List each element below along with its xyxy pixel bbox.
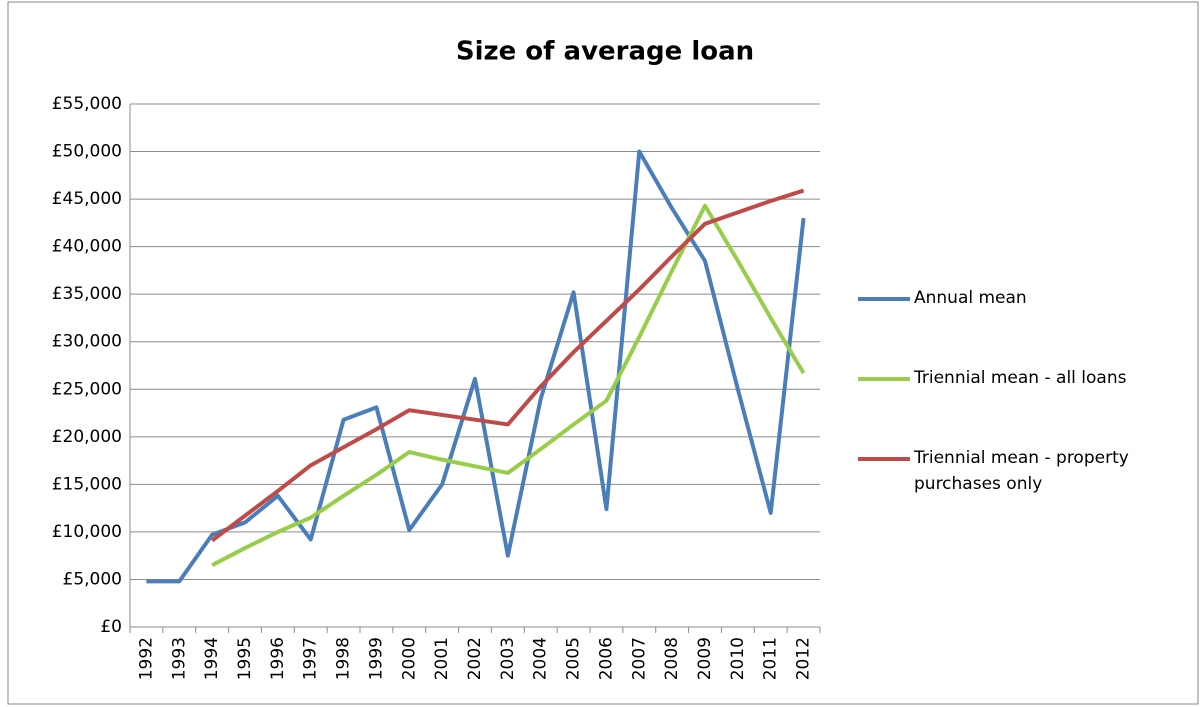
y-tick-label: £20,000 <box>52 427 122 447</box>
y-tick-label: £50,000 <box>52 142 122 162</box>
x-tick-label: 2000 <box>399 637 419 680</box>
legend-swatch <box>858 457 910 461</box>
chart-title: Size of average loan <box>456 37 754 67</box>
legend-swatch <box>858 377 910 381</box>
x-tick-label: 2002 <box>465 637 485 680</box>
legend-label: Annual mean <box>914 288 1027 308</box>
series-line <box>211 203 806 567</box>
y-tick-label: £10,000 <box>52 522 122 542</box>
x-tick-label: 1998 <box>334 637 354 680</box>
x-tick-label: 2006 <box>596 637 616 680</box>
x-tick-label: 1996 <box>268 637 288 680</box>
y-tick-label: £35,000 <box>52 284 122 304</box>
y-tick-label: £5,000 <box>63 569 122 589</box>
x-tick-label: 1992 <box>136 637 156 680</box>
legend-item: Triennial mean - property purchases only <box>858 445 1188 525</box>
legend-label: Triennial mean - all loans <box>914 368 1127 388</box>
y-tick-label: £40,000 <box>52 237 122 257</box>
x-tick-label: 2009 <box>695 637 715 680</box>
y-tick-label: £45,000 <box>52 189 122 209</box>
y-tick-label: £25,000 <box>52 379 122 399</box>
series-line <box>146 149 806 584</box>
chart-frame <box>7 1 1199 705</box>
legend-item: Annual mean <box>858 285 1188 365</box>
legend-item: Triennial mean - all loans <box>858 365 1188 445</box>
x-tick-label: 2010 <box>728 637 748 680</box>
x-tick-label: 2008 <box>662 637 682 680</box>
x-tick-label: 1999 <box>366 637 386 680</box>
y-tick-label: £30,000 <box>52 332 122 352</box>
legend: Annual mean Triennial mean - all loans Tri… <box>858 285 1188 525</box>
x-tick-label: 1994 <box>202 637 222 680</box>
series-line <box>210 188 805 543</box>
legend-swatch <box>858 297 910 301</box>
y-tick-label: £55,000 <box>52 94 122 114</box>
x-tick-label: 2005 <box>564 637 584 680</box>
x-tick-label: 2007 <box>629 637 649 680</box>
x-tick-label: 1993 <box>169 637 189 680</box>
y-tick-label: £15,000 <box>52 474 122 494</box>
x-tick-label: 2001 <box>432 637 452 680</box>
y-tick-label: £0 <box>100 617 122 637</box>
x-tick-label: 1995 <box>235 637 255 680</box>
x-tick-label: 2012 <box>794 637 814 680</box>
x-tick-label: 1997 <box>301 637 321 680</box>
legend-label: Triennial mean - property purchases only <box>914 448 1129 494</box>
x-tick-label: 2011 <box>761 637 781 680</box>
x-tick-label: 2004 <box>531 637 551 680</box>
x-tick-label: 2003 <box>498 637 518 680</box>
